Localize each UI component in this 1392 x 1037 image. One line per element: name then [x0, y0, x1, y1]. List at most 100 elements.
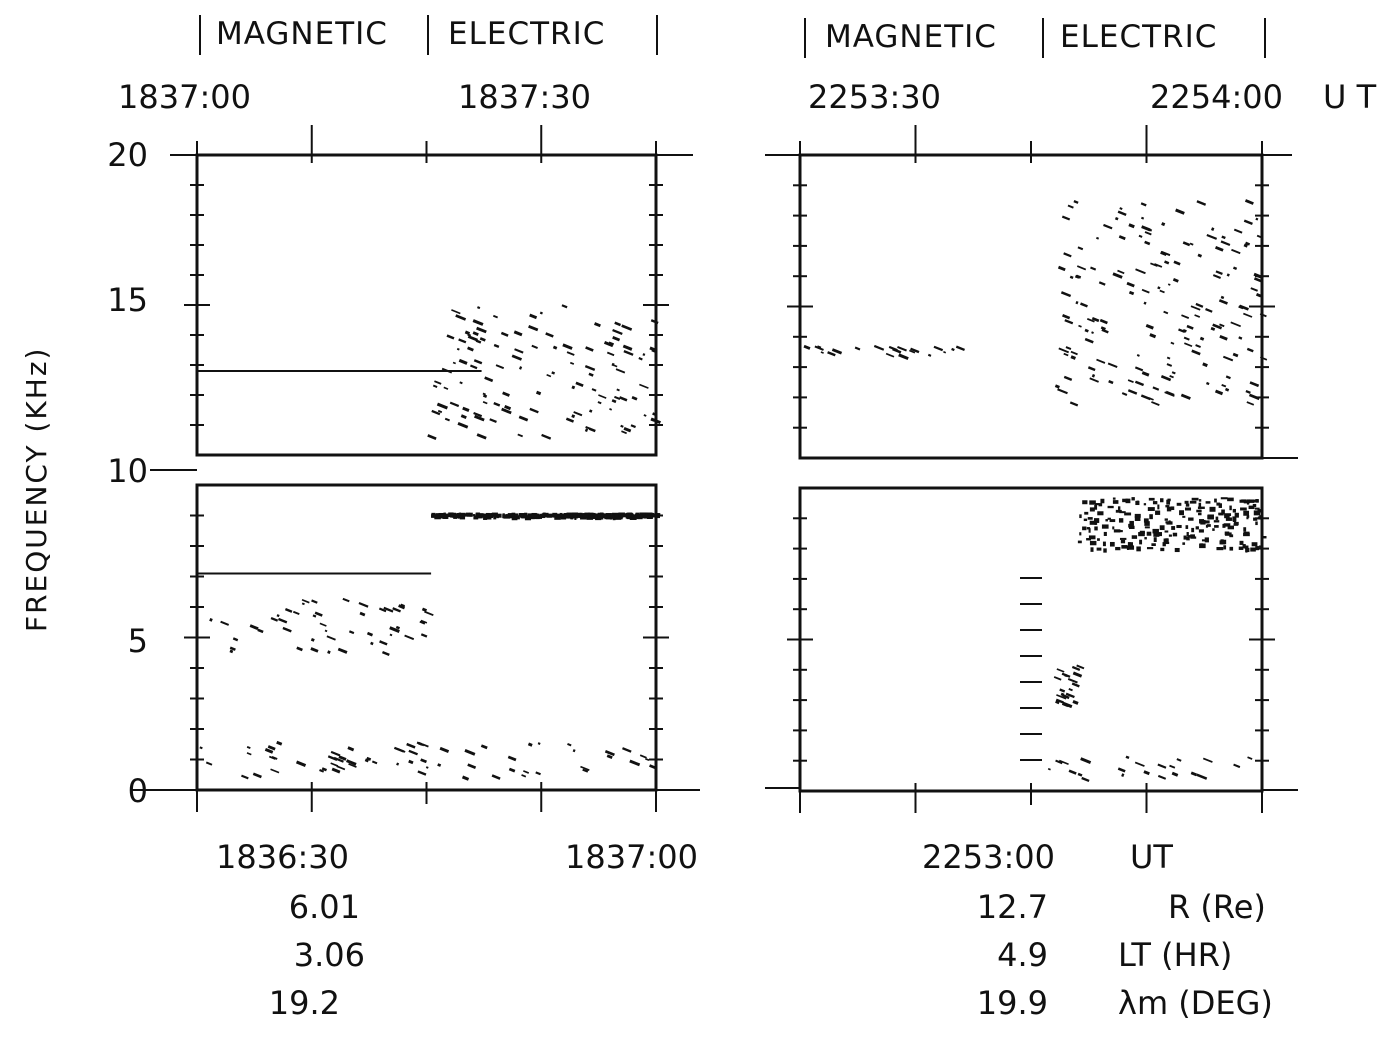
emission-band-dot-1-2: [1127, 542, 1132, 547]
emission-band-dot-1-2: [1103, 548, 1107, 553]
emission-scatter-dash-1-0: [1243, 243, 1248, 248]
emission-band-dot-0-2: [564, 514, 570, 519]
emission-band-dot-0-2: [645, 512, 648, 518]
emission-scatter-dash-0-3: [319, 622, 327, 627]
emission-scatter-dash-1-0: [1126, 281, 1135, 288]
emission-scatter-dash-0-5: [345, 759, 357, 766]
emission-scatter-dash-0-3: [342, 597, 350, 603]
emission-band-dot-1-2: [1144, 537, 1147, 540]
emission-scatter-dash-1-0: [1186, 324, 1194, 330]
emission-scatter-dash-0-4: [614, 321, 622, 327]
emission-scatter-dash-0-4: [464, 330, 471, 336]
emission-band-dot-0-2: [478, 515, 482, 519]
emission-scatter-dash-0-5: [437, 763, 442, 767]
emission-scatter-dash-1-0: [1096, 236, 1100, 240]
emission-band-dot-1-2: [1248, 505, 1255, 510]
emission-band-dot-0-2: [642, 514, 645, 518]
emission-scatter-dash-1-0: [1222, 355, 1234, 362]
emission-band-dot-1-2: [1182, 515, 1186, 518]
emission-band-dot-0-2: [554, 515, 561, 520]
emission-band-dot-0-2: [559, 512, 563, 516]
emission-band-dot-0-2: [439, 514, 446, 519]
emission-scatter-dash-0-4: [444, 417, 450, 422]
emission-band-dot-1-2: [1100, 498, 1105, 504]
emission-scatter-dash-0-4: [517, 433, 524, 438]
emission-scatter-dash-0-4: [621, 430, 627, 435]
emission-scatter-dash-1-1: [909, 349, 916, 354]
emission-scatter-dash-0-3: [257, 628, 264, 634]
emission-scatter-dash-1-0: [1064, 319, 1074, 325]
emission-scatter-dash-1-3: [1064, 673, 1068, 678]
emission-scatter-dash-0-4: [473, 411, 483, 418]
emission-scatter-dash-0-4: [597, 401, 602, 405]
emission-band-dot-1-2: [1094, 505, 1098, 510]
emission-band-dot-1-2: [1082, 500, 1088, 505]
emission-scatter-dash-0-3: [292, 610, 300, 616]
emission-band-dot-1-2: [1188, 517, 1194, 521]
emission-band-dot-1-2: [1190, 536, 1197, 539]
emission-scatter-dash-1-0: [1149, 333, 1157, 339]
emission-scatter-dash-0-5: [523, 770, 530, 774]
emission-scatter-dash-0-5: [348, 763, 357, 768]
left-upper-panel-frame: [195, 153, 658, 457]
emission-scatter-dash-1-0: [1151, 401, 1160, 406]
emission-scatter-dash-1-0: [1259, 356, 1268, 361]
emission-band-dot-0-2: [654, 513, 660, 517]
emission-band-dot-1-2: [1088, 528, 1091, 533]
emission-scatter-dash-1-0: [1141, 371, 1150, 377]
emission-scatter-dash-0-4: [511, 354, 523, 361]
emission-band-dot-0-2: [511, 515, 518, 521]
emission-band-dot-1-2: [1205, 501, 1211, 504]
emission-scatter-dash-1-0: [1243, 219, 1253, 226]
emission-scatter-dash-1-4: [1077, 772, 1083, 777]
emission-scatter-dash-1-0: [1062, 314, 1071, 320]
emission-band-dot-1-2: [1245, 547, 1250, 553]
emission-scatter-dash-1-0: [1233, 228, 1243, 234]
emission-band-dot-1-2: [1164, 541, 1170, 545]
emission-band-dot-1-2: [1143, 518, 1149, 523]
emission-scatter-dash-1-0: [1206, 233, 1218, 240]
emission-scatter-dash-1-0: [1169, 375, 1174, 379]
emission-band-dot-1-2: [1098, 503, 1103, 507]
emission-scatter-dash-1-0: [1210, 227, 1215, 231]
emission-band-dot-1-2: [1125, 498, 1131, 504]
emission-scatter-dash-1-0: [1243, 312, 1253, 318]
emission-scatter-dash-0-5: [507, 755, 517, 762]
emission-band-dot-0-2: [582, 513, 589, 518]
emission-band-dot-1-2: [1089, 520, 1096, 525]
emission-band-dot-1-2: [1227, 525, 1234, 530]
emission-scatter-dash-1-0: [1134, 366, 1144, 372]
emission-scatter-dash-0-3: [229, 649, 234, 654]
emission-scatter-dash-0-5: [371, 760, 378, 765]
emission-band-dot-1-2: [1112, 497, 1116, 500]
emission-band-dot-0-2: [528, 514, 535, 520]
emission-band-dot-1-2: [1197, 506, 1205, 509]
emission-scatter-dash-1-0: [1096, 358, 1106, 364]
emission-scatter-dash-1-0: [1075, 300, 1079, 305]
emission-scatter-dash-1-0: [1173, 260, 1181, 266]
emission-scatter-dash-1-0: [1057, 265, 1066, 272]
emission-band-dot-0-2: [571, 514, 574, 520]
emission-scatter-dash-1-0: [1248, 393, 1260, 401]
emission-scatter-dash-0-5: [276, 740, 283, 746]
emission-scatter-dash-1-0: [1178, 328, 1186, 334]
emission-scatter-dash-0-4: [437, 409, 443, 414]
emission-scatter-dash-0-3: [276, 614, 280, 618]
emission-band-dot-0-2: [552, 512, 558, 516]
emission-band-dot-0-2: [634, 513, 639, 516]
emission-scatter-dash-1-1: [927, 353, 932, 357]
emission-scatter-dash-0-4: [652, 418, 657, 422]
emission-scatter-dash-1-3: [1076, 664, 1085, 670]
emission-band-dot-1-2: [1126, 546, 1129, 550]
emission-band-dot-0-2: [630, 514, 634, 518]
emission-scatter-dash-0-5: [606, 754, 613, 759]
emission-scatter-dash-1-3: [1067, 677, 1078, 684]
emission-scatter-dash-0-3: [278, 617, 288, 624]
emission-scatter-dash-0-4: [603, 340, 614, 348]
emission-scatter-dash-0-5: [396, 747, 406, 753]
emission-scatter-dash-0-5: [330, 762, 339, 767]
emission-band-dot-0-2: [488, 514, 493, 518]
emission-band-dot-1-2: [1185, 503, 1190, 507]
emission-scatter-dash-1-0: [1140, 202, 1147, 207]
emission-scatter-dash-0-4: [458, 338, 467, 344]
